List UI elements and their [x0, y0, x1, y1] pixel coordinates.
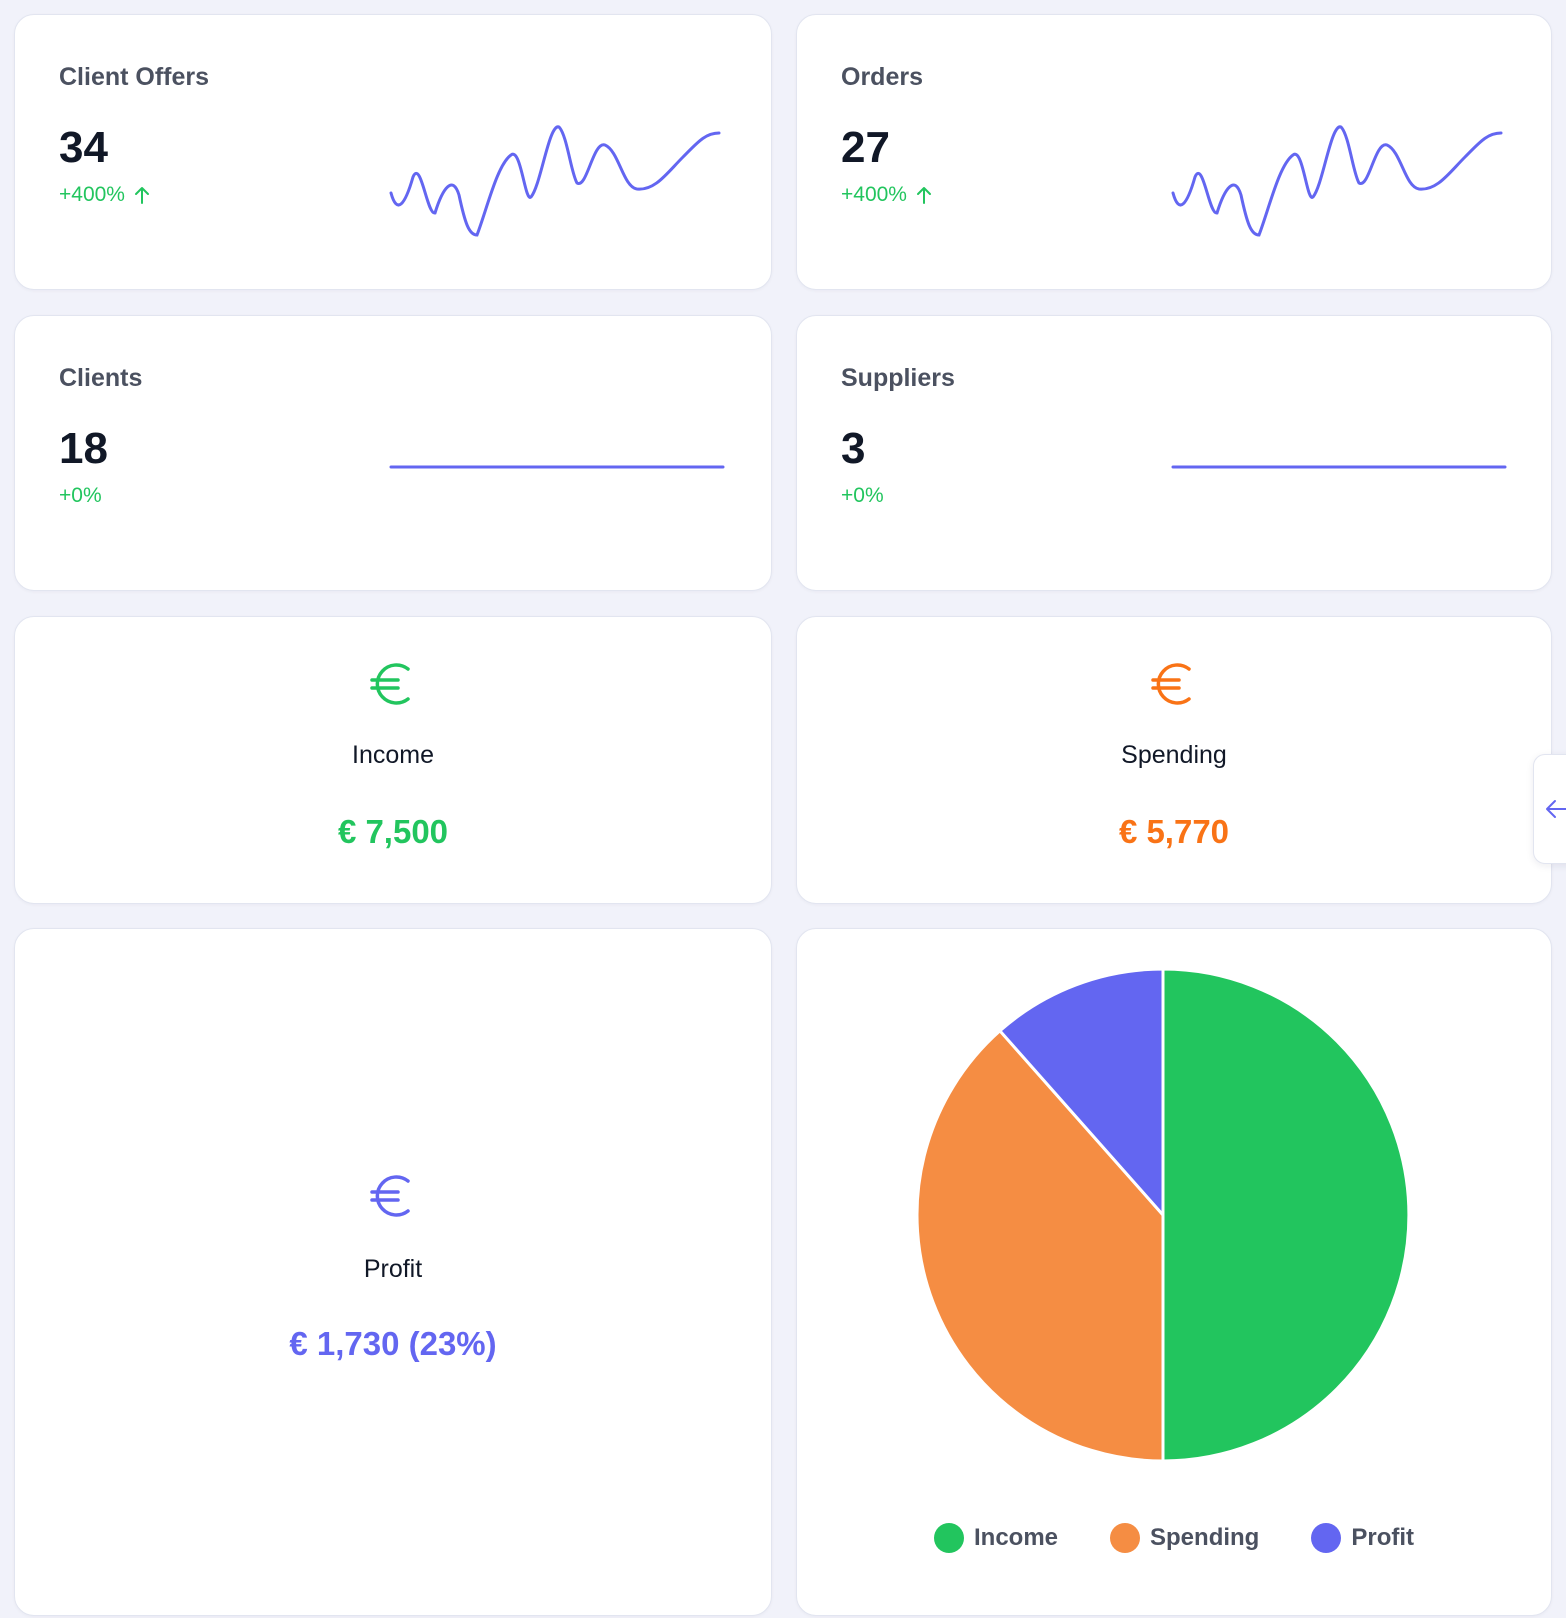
sparkline-chart	[1171, 125, 1503, 237]
spending-card: Spending € 5,770	[796, 616, 1552, 904]
arrow-up-icon	[915, 185, 933, 205]
stat-card-client-offers: Client Offers 34 +400%	[14, 14, 772, 290]
stat-title: Suppliers	[841, 364, 955, 392]
income-card: Income € 7,500	[14, 616, 772, 904]
arrow-up-icon	[133, 185, 151, 205]
chart-legend: Income Spending Profit	[797, 1523, 1551, 1553]
stat-card-clients: Clients 18 +0%	[14, 315, 772, 591]
stat-value: 34	[59, 123, 108, 172]
stat-title: Clients	[59, 364, 143, 392]
spending-value: € 5,770	[1118, 813, 1230, 850]
legend-label: Profit	[1351, 1524, 1415, 1551]
legend-item-income[interactable]: Income	[933, 1523, 1059, 1553]
legend-dot	[933, 1523, 964, 1553]
stat-title: Orders	[841, 63, 923, 91]
stat-change: +400%	[841, 183, 933, 207]
profit-value: € 1,730 (23%)	[289, 1325, 497, 1362]
profit-label: Profit	[363, 1255, 423, 1283]
stat-title: Client Offers	[59, 63, 210, 91]
stat-change-label: +0%	[841, 484, 884, 507]
legend-label: Income	[973, 1524, 1059, 1551]
sidebar-toggle-button[interactable]	[1533, 754, 1566, 864]
stat-change-label: +400%	[59, 183, 125, 206]
euro-icon	[1149, 659, 1199, 714]
income-value: € 7,500	[337, 813, 449, 850]
pie-slice-income[interactable]	[1161, 967, 1411, 1463]
pie-slice-profit[interactable]	[997, 967, 1165, 1219]
sparkline-chart	[1171, 465, 1507, 469]
legend-item-profit[interactable]: Profit	[1311, 1523, 1414, 1553]
stat-change-label: +0%	[59, 484, 102, 507]
legend-label: Spending	[1150, 1524, 1260, 1551]
stat-change: +0%	[59, 484, 102, 508]
stat-value: 3	[841, 424, 866, 473]
profit-card: Profit € 1,730 (23%)	[14, 928, 772, 1616]
income-label: Income	[352, 741, 434, 769]
arrow-left-icon	[1544, 797, 1566, 826]
stat-value: 27	[841, 123, 890, 172]
sparkline-chart	[389, 125, 721, 237]
pie-chart	[915, 967, 1411, 1463]
sparkline-chart	[389, 465, 725, 469]
legend-item-spending[interactable]: Spending	[1110, 1523, 1259, 1553]
stat-change-label: +400%	[841, 183, 907, 206]
stat-change: +400%	[59, 183, 151, 207]
stat-card-orders: Orders 27 +400%	[796, 14, 1552, 290]
euro-icon	[368, 659, 418, 714]
stat-change: +0%	[841, 484, 884, 508]
euro-icon	[368, 1171, 418, 1226]
spending-label: Spending	[1121, 741, 1227, 769]
pie-chart-card: Income Spending Profit	[796, 928, 1552, 1616]
legend-dot	[1311, 1523, 1342, 1553]
pie-slice-spending[interactable]	[915, 1028, 1165, 1463]
stat-value: 18	[59, 424, 108, 473]
stat-card-suppliers: Suppliers 3 +0%	[796, 315, 1552, 591]
legend-dot	[1110, 1523, 1141, 1553]
